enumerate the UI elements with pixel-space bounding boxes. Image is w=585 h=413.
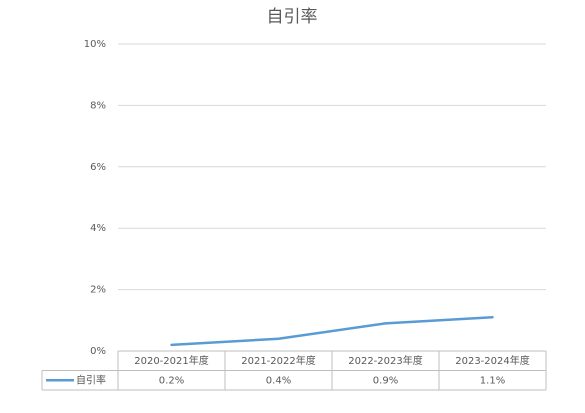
x-tick-label: 2022-2023年度 [348, 354, 423, 367]
y-tick-label: 8% [90, 100, 106, 111]
y-tick-label: 6% [90, 162, 106, 173]
table-value: 0.2% [159, 375, 184, 386]
table-value: 0.9% [373, 375, 398, 386]
y-tick-label: 10% [84, 39, 106, 50]
x-tick-label: 2020-2021年度 [134, 354, 209, 367]
table-value: 0.4% [266, 375, 291, 386]
x-tick-label: 2021-2022年度 [241, 354, 316, 367]
legend-label: 自引率 [76, 373, 106, 386]
table-value: 1.1% [480, 375, 505, 386]
series-line [170, 315, 494, 347]
x-tick-label: 2023-2024年度 [455, 354, 530, 367]
y-tick-label: 0% [90, 346, 106, 357]
y-tick-label: 4% [90, 223, 106, 234]
y-tick-label: 2% [90, 285, 106, 296]
chart-title: 自引率 [267, 7, 318, 27]
